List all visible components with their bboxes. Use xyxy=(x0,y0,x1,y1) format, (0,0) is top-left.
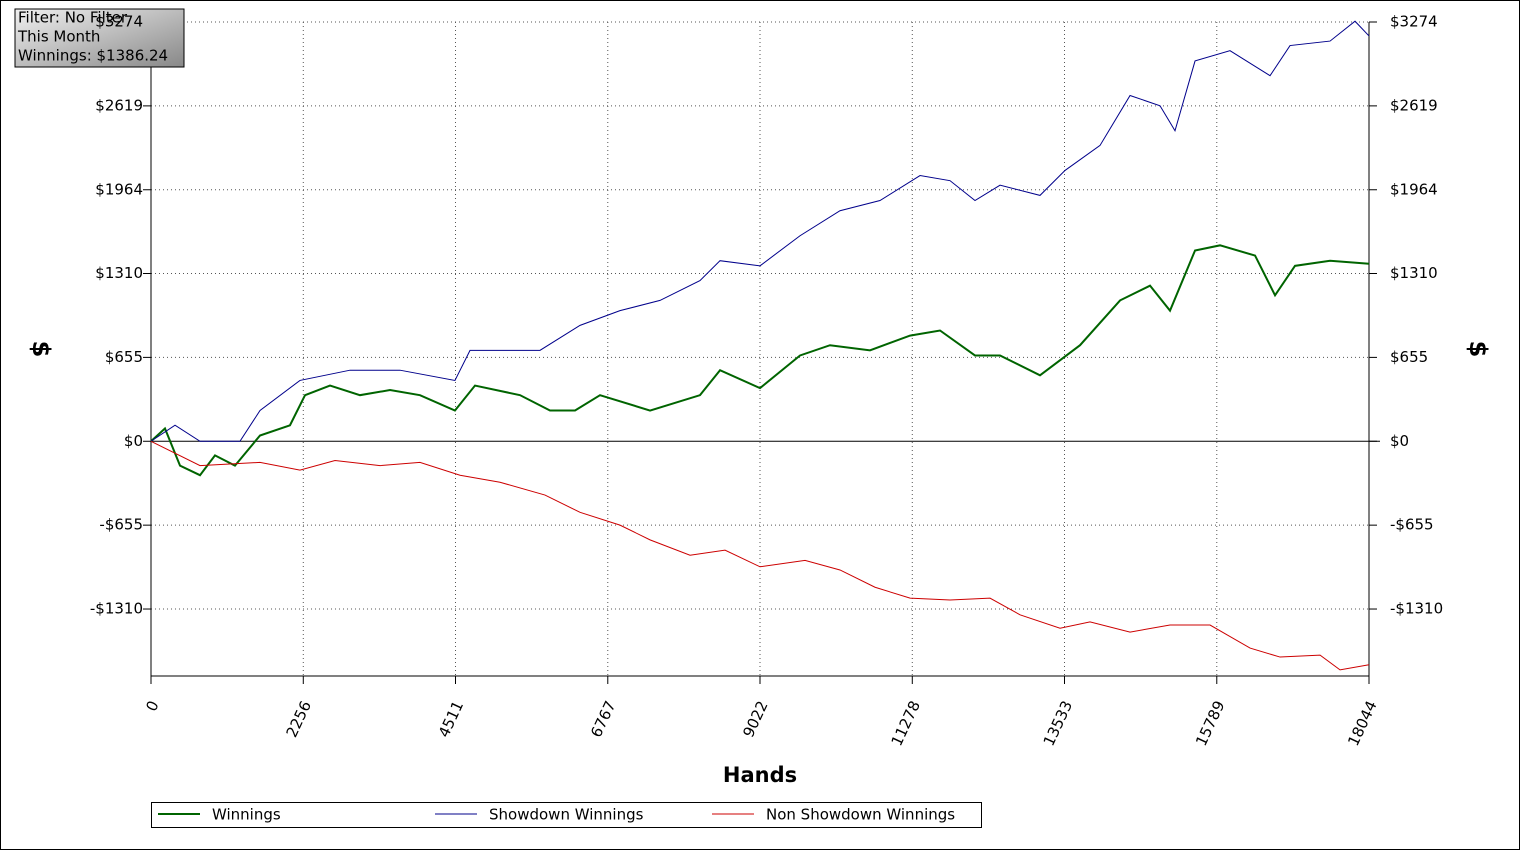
y-tick-label: $3274 xyxy=(95,13,143,31)
x-axis-label: Hands xyxy=(723,763,797,787)
y-tick-label: -$655 xyxy=(99,516,143,534)
y-tick-label: -$1310 xyxy=(90,600,143,618)
legend-label: Showdown Winnings xyxy=(489,806,644,824)
y2-axis-label: $ xyxy=(1464,341,1492,358)
y-tick-label: $2619 xyxy=(95,96,143,114)
y2-tick-label: -$655 xyxy=(1390,516,1434,534)
legend-label: Non Showdown Winnings xyxy=(766,806,955,824)
info-text: Winnings: $1386.24 xyxy=(18,47,168,65)
y2-tick-label: $2619 xyxy=(1390,96,1438,114)
y-tick-label: $0 xyxy=(124,432,143,450)
y2-tick-label: $1964 xyxy=(1390,180,1438,198)
plot xyxy=(143,20,1380,684)
y2-tick-label: $0 xyxy=(1390,432,1409,450)
y2-tick-label: -$1310 xyxy=(1390,600,1443,618)
y2-tick-label: $3274 xyxy=(1390,13,1438,31)
info-text: This Month xyxy=(17,28,100,46)
series-line xyxy=(150,244,1370,477)
info-text: Filter: No Filter xyxy=(18,9,128,27)
y-tick-label: $655 xyxy=(105,348,143,366)
series-line xyxy=(150,20,1370,442)
y-tick-label: $1310 xyxy=(95,264,143,282)
series-line xyxy=(150,440,1370,671)
info-box xyxy=(14,8,185,68)
y2-tick-label: $655 xyxy=(1390,348,1428,366)
legend xyxy=(151,802,982,828)
y-axis-label: $ xyxy=(27,341,55,358)
legend-label: Winnings xyxy=(212,806,281,824)
y-tick-label: $1964 xyxy=(95,180,143,198)
y2-tick-label: $1310 xyxy=(1390,264,1438,282)
